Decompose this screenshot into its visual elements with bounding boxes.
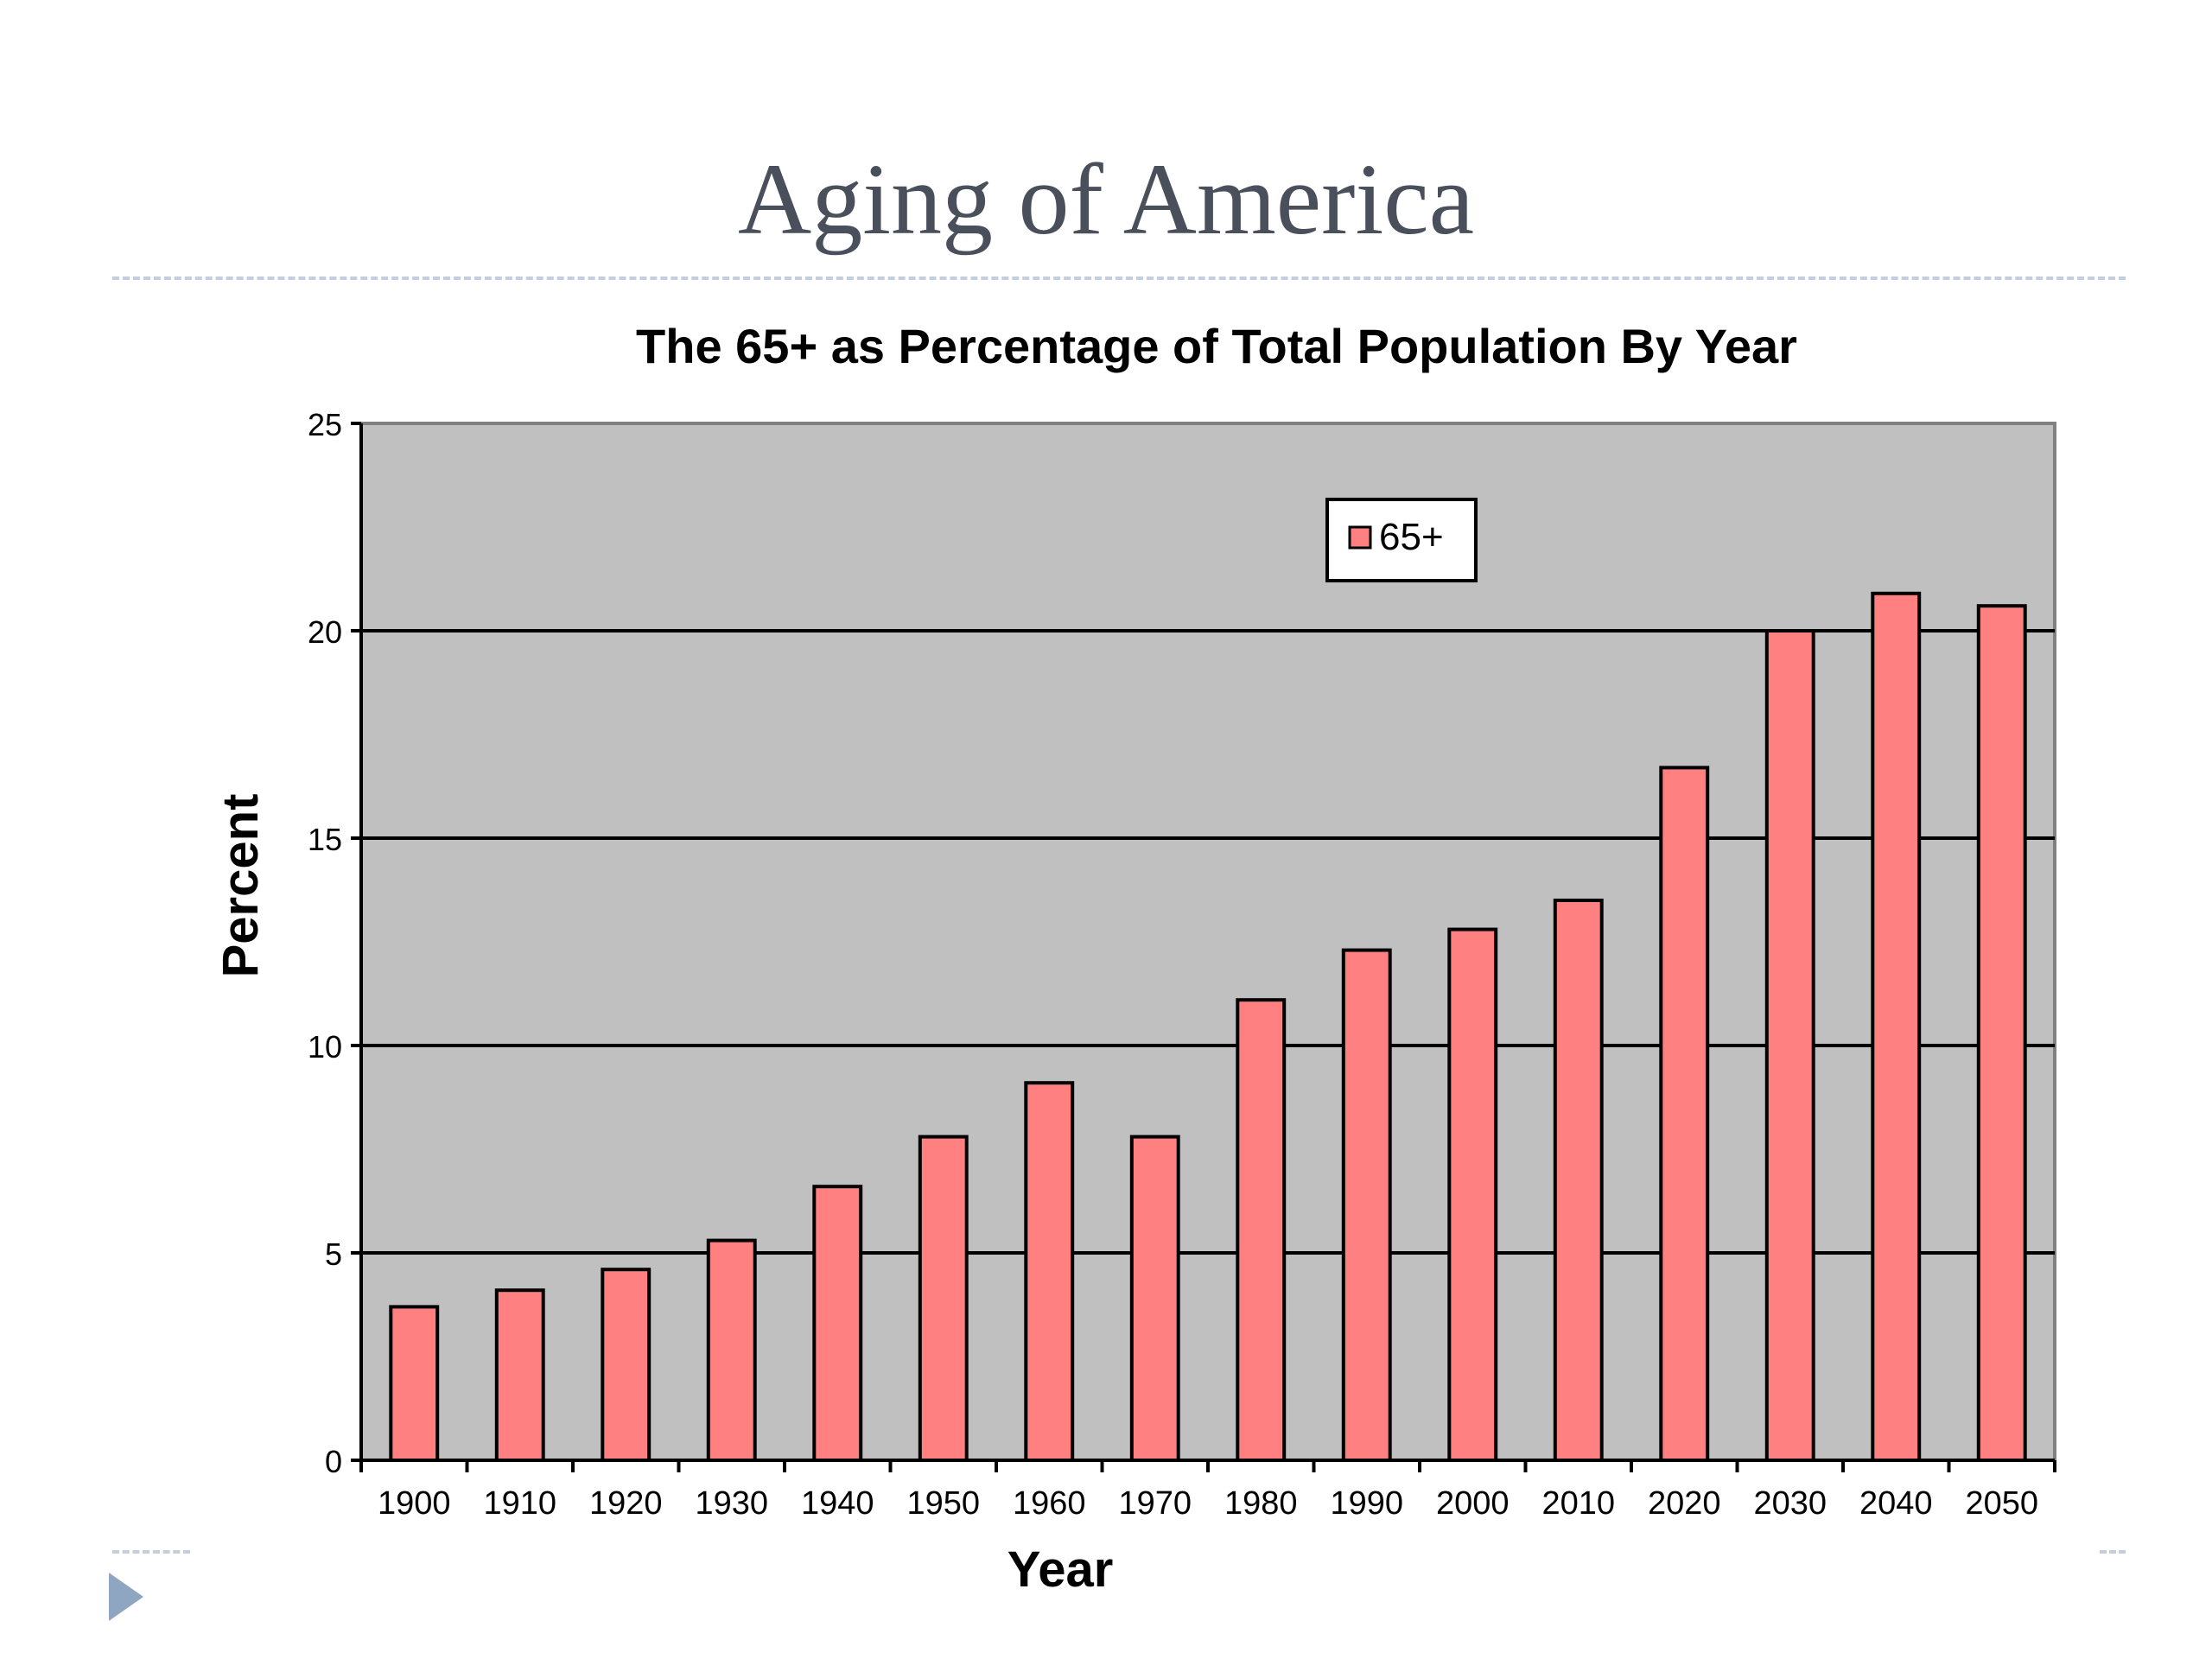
x-tick-label: 1970 bbox=[1118, 1485, 1192, 1522]
y-tick-label: 0 bbox=[325, 1444, 342, 1479]
x-tick-label: 1910 bbox=[483, 1485, 556, 1522]
chart-title: The 65+ as Percentage of Total Populatio… bbox=[636, 319, 1797, 373]
legend-label: 65+ bbox=[1379, 516, 1444, 558]
x-tick-label: 1920 bbox=[589, 1485, 663, 1522]
y-axis-label: Percent bbox=[213, 794, 269, 978]
bar bbox=[1976, 604, 2027, 1462]
bar bbox=[1341, 948, 1392, 1462]
legend-swatch bbox=[1348, 525, 1372, 550]
x-tick-label: 1940 bbox=[801, 1485, 874, 1522]
bar bbox=[1236, 998, 1287, 1462]
x-tick-label: 2020 bbox=[1648, 1485, 1721, 1522]
bar bbox=[812, 1185, 863, 1462]
bar bbox=[1659, 766, 1710, 1462]
slide-title: Aging of America bbox=[738, 143, 1474, 256]
y-tick-label: 15 bbox=[308, 822, 342, 857]
title-divider bbox=[112, 276, 2126, 280]
bar bbox=[1024, 1081, 1075, 1462]
x-tick-label: 2030 bbox=[1753, 1485, 1827, 1522]
bar bbox=[706, 1238, 757, 1462]
x-axis-label: Year bbox=[1007, 1541, 1114, 1598]
footer-divider-left bbox=[112, 1550, 190, 1554]
x-tick-labels: 1900 1910 1920 1930 1940 1950 1960 1970 1980 1990… bbox=[378, 1485, 2038, 1522]
x-tick-label: 1980 bbox=[1224, 1485, 1298, 1522]
bar bbox=[601, 1268, 652, 1462]
bar bbox=[918, 1135, 969, 1462]
y-tick-labels: 0 5 10 15 20 25 bbox=[308, 407, 342, 1479]
bar bbox=[389, 1305, 440, 1463]
x-tick-label: 2000 bbox=[1436, 1485, 1510, 1522]
y-tick-label: 5 bbox=[325, 1236, 342, 1272]
bullet-arrow-icon bbox=[109, 1573, 143, 1621]
x-tick-label: 1990 bbox=[1330, 1485, 1403, 1522]
bar bbox=[1129, 1135, 1180, 1462]
x-tick-label: 1900 bbox=[378, 1485, 451, 1522]
x-tick-label: 2040 bbox=[1859, 1485, 1933, 1522]
y-tick-label: 20 bbox=[308, 614, 342, 650]
x-tick-label: 1930 bbox=[695, 1485, 768, 1522]
y-tick-label: 25 bbox=[308, 407, 342, 442]
axes bbox=[351, 422, 2056, 1472]
bar bbox=[494, 1288, 545, 1462]
x-tick-label: 2010 bbox=[1541, 1485, 1615, 1522]
legend: 65+ bbox=[1325, 498, 1478, 582]
x-tick-label: 1950 bbox=[906, 1485, 980, 1522]
y-tick-label: 10 bbox=[308, 1029, 342, 1065]
bar bbox=[1871, 591, 1922, 1462]
bar bbox=[1447, 927, 1498, 1462]
footer-divider-right bbox=[2100, 1550, 2126, 1554]
bar bbox=[1764, 629, 1815, 1462]
bar bbox=[1553, 899, 1604, 1462]
x-tick-label: 1960 bbox=[1013, 1485, 1086, 1522]
bars bbox=[389, 591, 2027, 1463]
x-tick-label: 2050 bbox=[1965, 1485, 2038, 1522]
